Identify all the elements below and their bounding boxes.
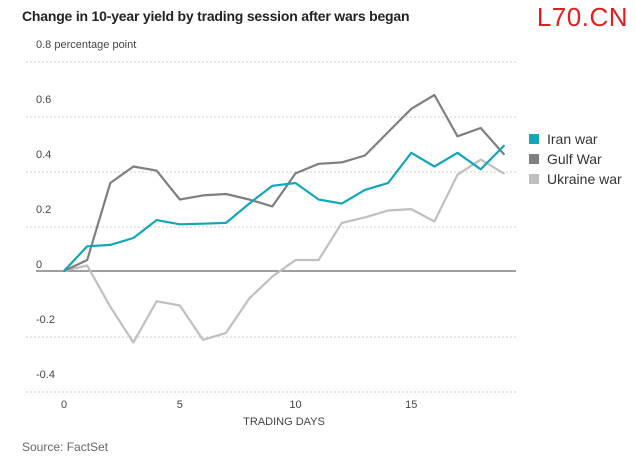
y-tick-label: -0.4 [36,369,55,381]
x-tick-label: 5 [177,399,183,411]
legend-label: Iran war [547,131,598,147]
x-tick-label: 10 [289,399,301,411]
y-tick-label: 0.4 [36,149,51,161]
watermark-logo: L70.CN [536,2,628,32]
y-tick-label: 0.6 [36,94,51,106]
x-tick-label: 15 [405,399,417,411]
legend-label: Gulf War [547,151,602,167]
legend-swatch [529,174,539,184]
y-tick-label: 0 [36,259,42,271]
series-line-gulf-war [62,93,505,273]
chart-title: Change in 10-year yield by trading sessi… [22,8,410,24]
series-line-iran-war [62,144,505,273]
x-axis-title: TRADING DAYS [243,416,325,428]
legend-label: Ukraine war [547,171,622,187]
y-tick-label: 0.2 [36,204,51,216]
series-line-ukraine-war [62,158,505,344]
legend-swatch [529,154,539,164]
legend-swatch [529,134,539,144]
x-tick-label: 0 [61,399,67,411]
y-tick-label: -0.2 [36,314,55,326]
source-note: Source: FactSet [22,440,109,454]
y-tick-label: 0.8 percentage point [36,39,136,51]
